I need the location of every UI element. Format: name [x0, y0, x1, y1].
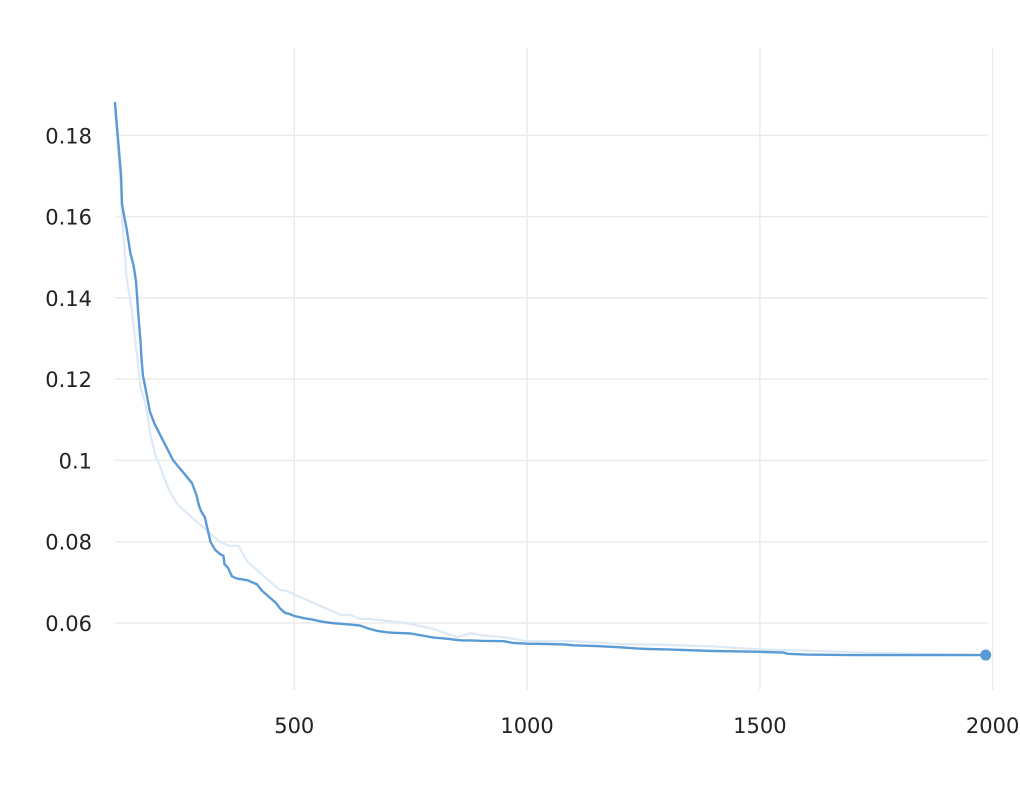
end-markers: [980, 649, 992, 661]
series-end-point: [980, 649, 992, 661]
series-line-faded: [113, 109, 987, 657]
x-axis-tick-labels: 500 1000 1500 2000: [274, 714, 1019, 738]
series-lines: [113, 101, 987, 657]
x-tick-label: 1500: [733, 714, 786, 738]
y-tick-label: 0.12: [45, 368, 92, 392]
y-tick-label: 0.14: [45, 287, 92, 311]
x-tick-label: 2000: [966, 714, 1019, 738]
y-tick-label: 0.16: [45, 206, 92, 230]
grid-lines: [115, 48, 994, 690]
y-tick-label: 0.08: [45, 531, 92, 555]
series-line-main: [113, 101, 987, 657]
y-tick-label: 0.1: [59, 449, 92, 473]
x-tick-label: 1000: [500, 714, 553, 738]
y-tick-label: 0.06: [45, 612, 92, 636]
y-axis-tick-labels: 0.06 0.08 0.1 0.12 0.14 0.16 0.18: [45, 124, 92, 636]
y-tick-label: 0.18: [45, 124, 92, 148]
x-tick-label: 500: [274, 714, 314, 738]
